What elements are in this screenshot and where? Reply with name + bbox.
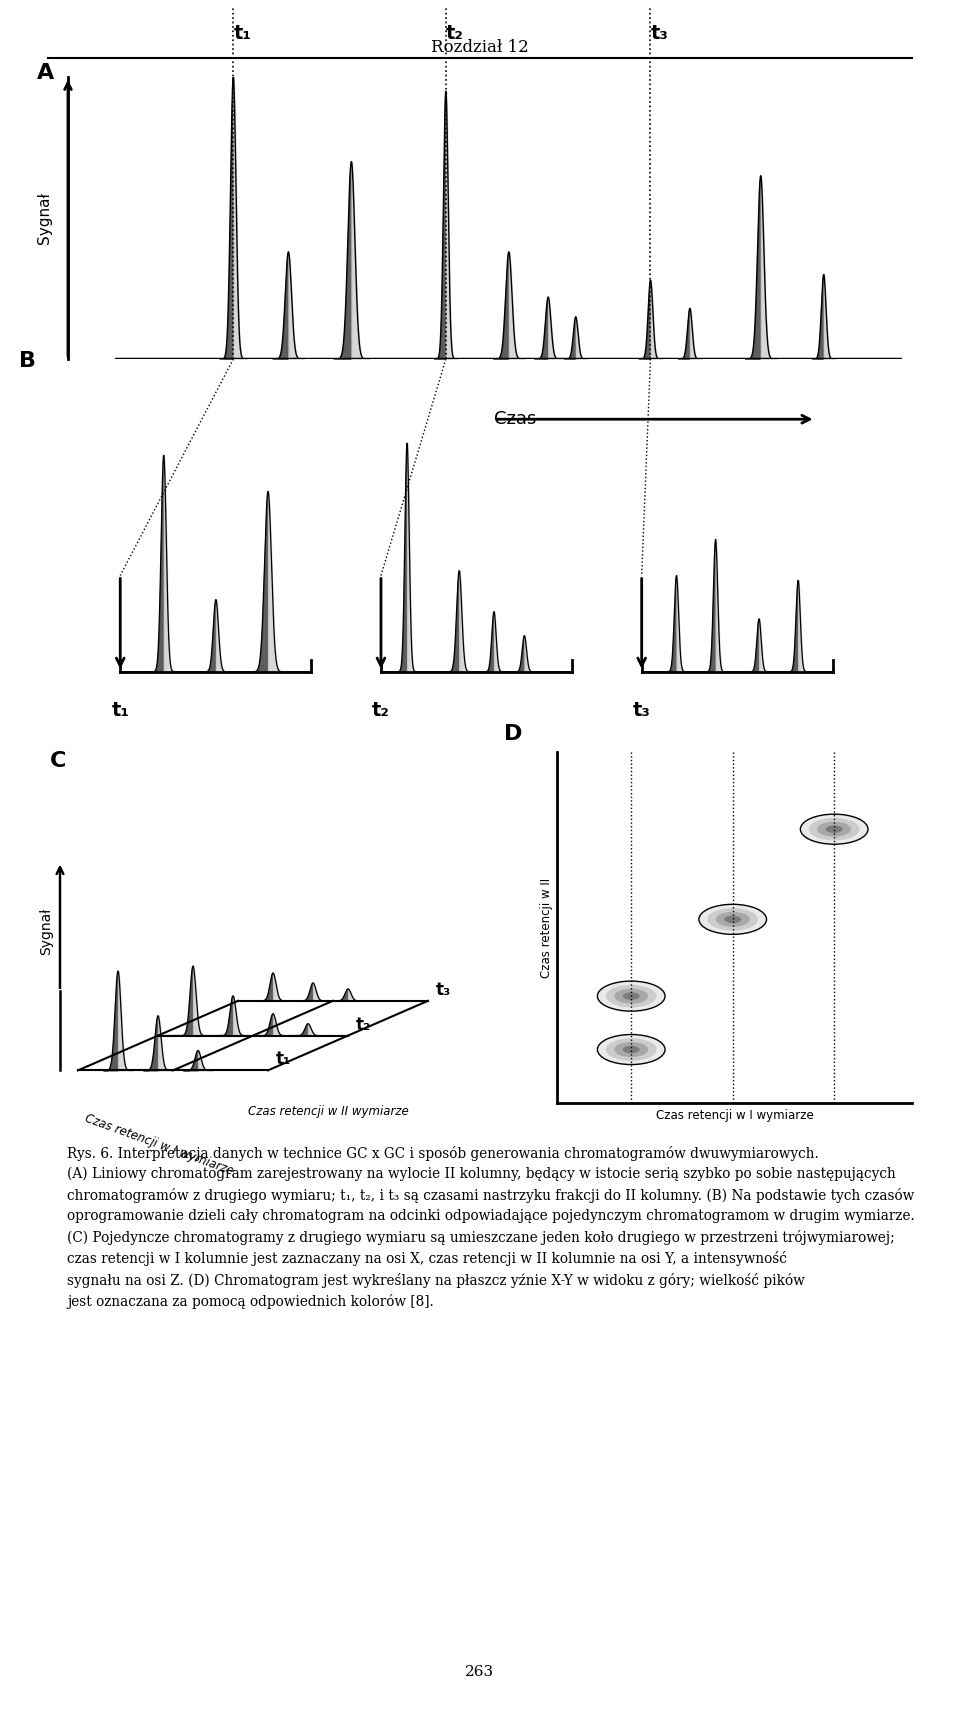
Text: 263: 263 — [466, 1666, 494, 1679]
Text: t₃: t₃ — [633, 701, 651, 720]
Text: t₃: t₃ — [436, 982, 451, 999]
Text: D: D — [503, 725, 522, 744]
Text: B: B — [19, 352, 36, 371]
Text: t₂: t₂ — [356, 1016, 372, 1033]
Text: C: C — [50, 751, 66, 771]
Text: t₁: t₁ — [111, 701, 130, 720]
Ellipse shape — [606, 985, 657, 1007]
Ellipse shape — [708, 908, 758, 930]
Ellipse shape — [623, 992, 639, 1000]
Ellipse shape — [623, 1047, 639, 1053]
Ellipse shape — [614, 988, 648, 1004]
Text: Sygnał: Sygnał — [37, 192, 52, 245]
Text: Rozdział 12: Rozdział 12 — [431, 39, 529, 56]
Ellipse shape — [614, 1041, 648, 1057]
Ellipse shape — [716, 911, 750, 927]
Ellipse shape — [606, 1038, 657, 1060]
Text: Czas retencji w I wymiarze: Czas retencji w I wymiarze — [83, 1112, 235, 1178]
Text: t₂: t₂ — [445, 24, 464, 43]
Ellipse shape — [724, 915, 741, 923]
Text: Czas retencji w II wymiarze: Czas retencji w II wymiarze — [248, 1105, 409, 1118]
Text: t₃: t₃ — [651, 24, 668, 43]
Ellipse shape — [817, 823, 852, 836]
Text: t₂: t₂ — [372, 701, 390, 720]
Ellipse shape — [809, 817, 859, 840]
Ellipse shape — [699, 905, 766, 934]
Text: Czas: Czas — [494, 410, 537, 428]
Text: t₁: t₁ — [233, 24, 252, 43]
Text: Sygnał: Sygnał — [39, 908, 53, 954]
X-axis label: Czas retencji w I wymiarze: Czas retencji w I wymiarze — [656, 1108, 813, 1122]
Text: Rys. 6. Interpretacja danych w technice GC x GC i sposób generowania chromatogra: Rys. 6. Interpretacja danych w technice … — [67, 1146, 915, 1310]
Text: t₁: t₁ — [276, 1050, 291, 1069]
Ellipse shape — [597, 1035, 665, 1065]
Text: A: A — [36, 63, 54, 82]
Ellipse shape — [597, 982, 665, 1011]
Ellipse shape — [826, 826, 843, 833]
Ellipse shape — [801, 814, 868, 845]
Y-axis label: Czas retencji w II: Czas retencji w II — [540, 877, 553, 978]
